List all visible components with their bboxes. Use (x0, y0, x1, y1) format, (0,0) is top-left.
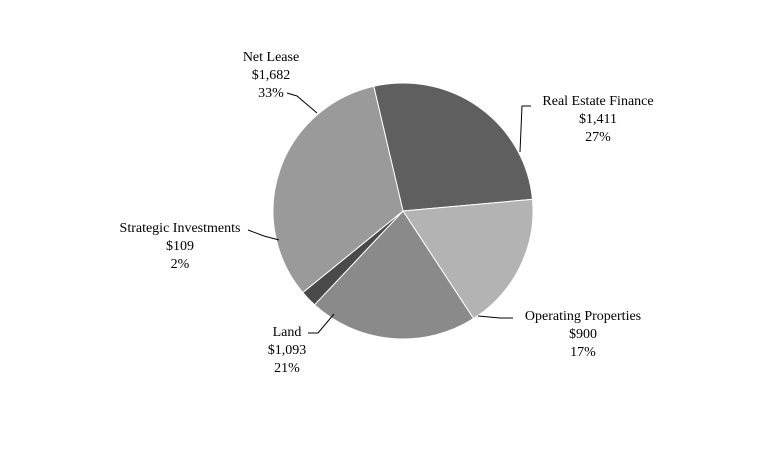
pie-slice-operating-properties (402, 198, 534, 320)
slice-percent-label: 33% (258, 86, 284, 101)
leader-line (286, 92, 318, 114)
slice-value-label: $900 (569, 327, 597, 342)
slice-value-label: $1,411 (579, 112, 617, 127)
slice-name-label: Operating Properties (525, 309, 641, 324)
slice-value-label: $109 (166, 239, 194, 254)
slice-value-label: $1,093 (268, 343, 307, 358)
pie-slice-real-estate-finance (373, 82, 534, 212)
leader-line (308, 313, 335, 334)
pie-slice-land (313, 210, 475, 340)
leader-line (519, 105, 531, 153)
slice-name-label: Net Lease (243, 50, 299, 65)
slice-percent-label: 2% (171, 257, 190, 272)
slice-name-label: Strategic Investments (120, 221, 241, 236)
leader-lines (247, 92, 531, 334)
slice-name-label: Land (273, 325, 302, 340)
pie-slice-net-lease (272, 85, 404, 294)
leader-line (477, 315, 513, 319)
slice-percent-label: 17% (570, 345, 596, 360)
slice-labels: Real Estate Finance $1,411 27% Operating Pr… (120, 50, 654, 376)
slice-value-label: $1,682 (252, 68, 291, 83)
leader-line (247, 229, 280, 241)
pie-slices (272, 82, 534, 340)
slice-percent-label: 21% (274, 361, 300, 376)
slice-name-label: Real Estate Finance (542, 94, 653, 109)
slice-percent-label: 27% (585, 130, 611, 145)
